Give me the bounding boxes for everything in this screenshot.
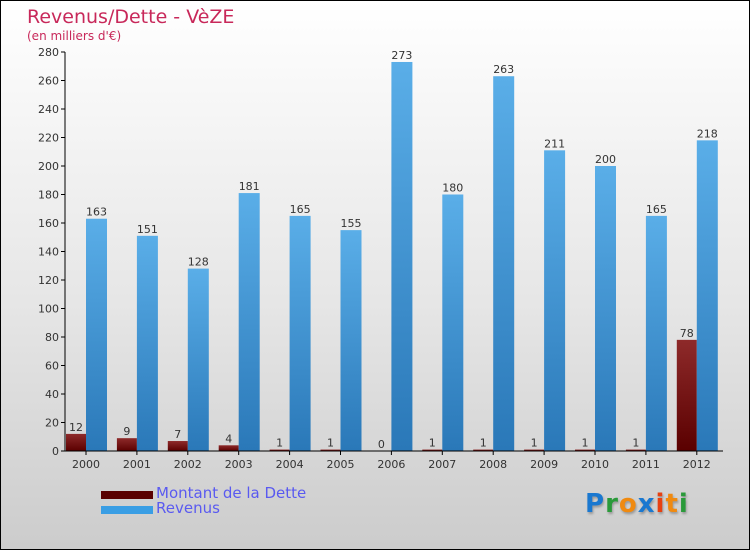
data-label-revenus-2005: 155 <box>341 217 362 230</box>
y-tick-label: 260 <box>38 75 59 88</box>
data-label-dette-2008: 1 <box>480 437 487 450</box>
bar-revenus-2007 <box>442 194 464 451</box>
x-tick-label: 2000 <box>72 458 100 471</box>
x-tick-label: 2001 <box>123 458 151 471</box>
bar-revenus-2009 <box>544 150 566 451</box>
y-tick-label: 0 <box>52 445 59 458</box>
bar-dette-2010 <box>575 449 595 451</box>
data-label-dette-2002: 7 <box>174 428 181 441</box>
x-tick-label: 2012 <box>683 458 711 471</box>
bar-dette-2004 <box>269 449 290 451</box>
bar-revenus-2000 <box>86 218 107 451</box>
bar-dette-2005 <box>320 449 341 451</box>
data-label-revenus-2011: 165 <box>646 203 667 216</box>
y-tick-label: 40 <box>45 388 59 401</box>
x-tick-label: 2010 <box>581 458 609 471</box>
y-tick-label: 160 <box>38 217 59 230</box>
data-label-revenus-2002: 128 <box>188 256 209 269</box>
data-label-revenus-2003: 181 <box>239 180 260 193</box>
y-tick-label: 140 <box>38 246 59 259</box>
legend-label-revenus: Revenus <box>156 499 220 517</box>
y-tick-label: 180 <box>38 189 59 202</box>
y-tick-label: 60 <box>45 360 59 373</box>
data-label-dette-2011: 1 <box>632 437 639 450</box>
bar-revenus-2008 <box>493 76 515 451</box>
data-label-dette-2004: 1 <box>276 437 283 450</box>
x-tick-label: 2011 <box>632 458 660 471</box>
data-label-revenus-2008: 263 <box>493 63 514 76</box>
data-label-dette-2009: 1 <box>531 437 538 450</box>
data-label-dette-2007: 1 <box>429 437 436 450</box>
y-tick-label: 100 <box>38 303 59 316</box>
data-label-dette-2001: 9 <box>123 425 130 438</box>
data-label-dette-2010: 1 <box>582 437 589 450</box>
data-label-revenus-2012: 218 <box>697 127 718 140</box>
bar-dette-2007 <box>422 449 443 451</box>
bar-dette-2011 <box>625 449 646 451</box>
chart-title: Revenus/Dette - VèZE <box>27 6 235 28</box>
bar-revenus-2012 <box>696 140 718 451</box>
y-tick-label: 240 <box>38 103 59 116</box>
bar-dette-2000 <box>66 433 86 451</box>
data-label-revenus-2004: 165 <box>290 203 311 216</box>
bar-dette-2012 <box>676 339 697 451</box>
proxiti-logo: Proxiti <box>585 489 689 519</box>
bar-revenus-2004 <box>289 215 311 451</box>
data-label-revenus-2009: 211 <box>544 137 565 150</box>
y-tick-label: 80 <box>45 331 59 344</box>
bar-dette-2008 <box>473 449 494 451</box>
x-tick-label: 2009 <box>530 458 558 471</box>
x-tick-label: 2005 <box>327 458 355 471</box>
data-label-dette-2005: 1 <box>327 437 334 450</box>
x-tick-label: 2004 <box>276 458 304 471</box>
chart-subtitle: (en milliers d'€) <box>27 29 122 43</box>
y-tick-label: 200 <box>38 160 59 173</box>
bar-revenus-2002 <box>187 268 209 451</box>
bar-revenus-2003 <box>238 193 260 451</box>
x-tick-label: 2008 <box>479 458 507 471</box>
data-label-revenus-2006: 273 <box>391 49 412 62</box>
bar-dette-2001 <box>116 438 137 451</box>
x-tick-label: 2006 <box>377 458 405 471</box>
bar-revenus-2006 <box>391 61 413 451</box>
data-label-dette-2006: 0 <box>378 438 385 451</box>
bar-dette-2009 <box>524 449 545 451</box>
y-tick-label: 120 <box>38 274 59 287</box>
y-tick-label: 20 <box>45 417 59 430</box>
bar-revenus-2005 <box>340 230 362 451</box>
data-label-dette-2003: 4 <box>225 432 232 445</box>
bar-revenus-2011 <box>645 215 667 451</box>
bar-chart: 0204060801001201401601802002202402602801… <box>38 46 723 471</box>
data-label-revenus-2000: 163 <box>86 206 107 219</box>
data-label-dette-2012: 78 <box>680 327 694 340</box>
bar-revenus-2010 <box>595 166 616 451</box>
x-tick-label: 2003 <box>225 458 253 471</box>
data-label-revenus-2010: 200 <box>595 153 616 166</box>
x-tick-label: 2007 <box>428 458 456 471</box>
x-tick-label: 2002 <box>174 458 202 471</box>
bar-dette-2003 <box>218 445 239 451</box>
data-label-dette-2000: 12 <box>69 421 83 434</box>
y-tick-label: 220 <box>38 132 59 145</box>
bar-revenus-2001 <box>136 235 158 451</box>
bar-dette-2002 <box>167 441 188 451</box>
y-tick-label: 280 <box>38 46 59 59</box>
data-label-revenus-2001: 151 <box>137 223 158 236</box>
legend-swatch-dette <box>101 491 153 499</box>
legend-label-dette: Montant de la Dette <box>156 484 307 502</box>
data-label-revenus-2007: 180 <box>442 182 463 195</box>
legend-swatch-revenus <box>101 506 153 514</box>
